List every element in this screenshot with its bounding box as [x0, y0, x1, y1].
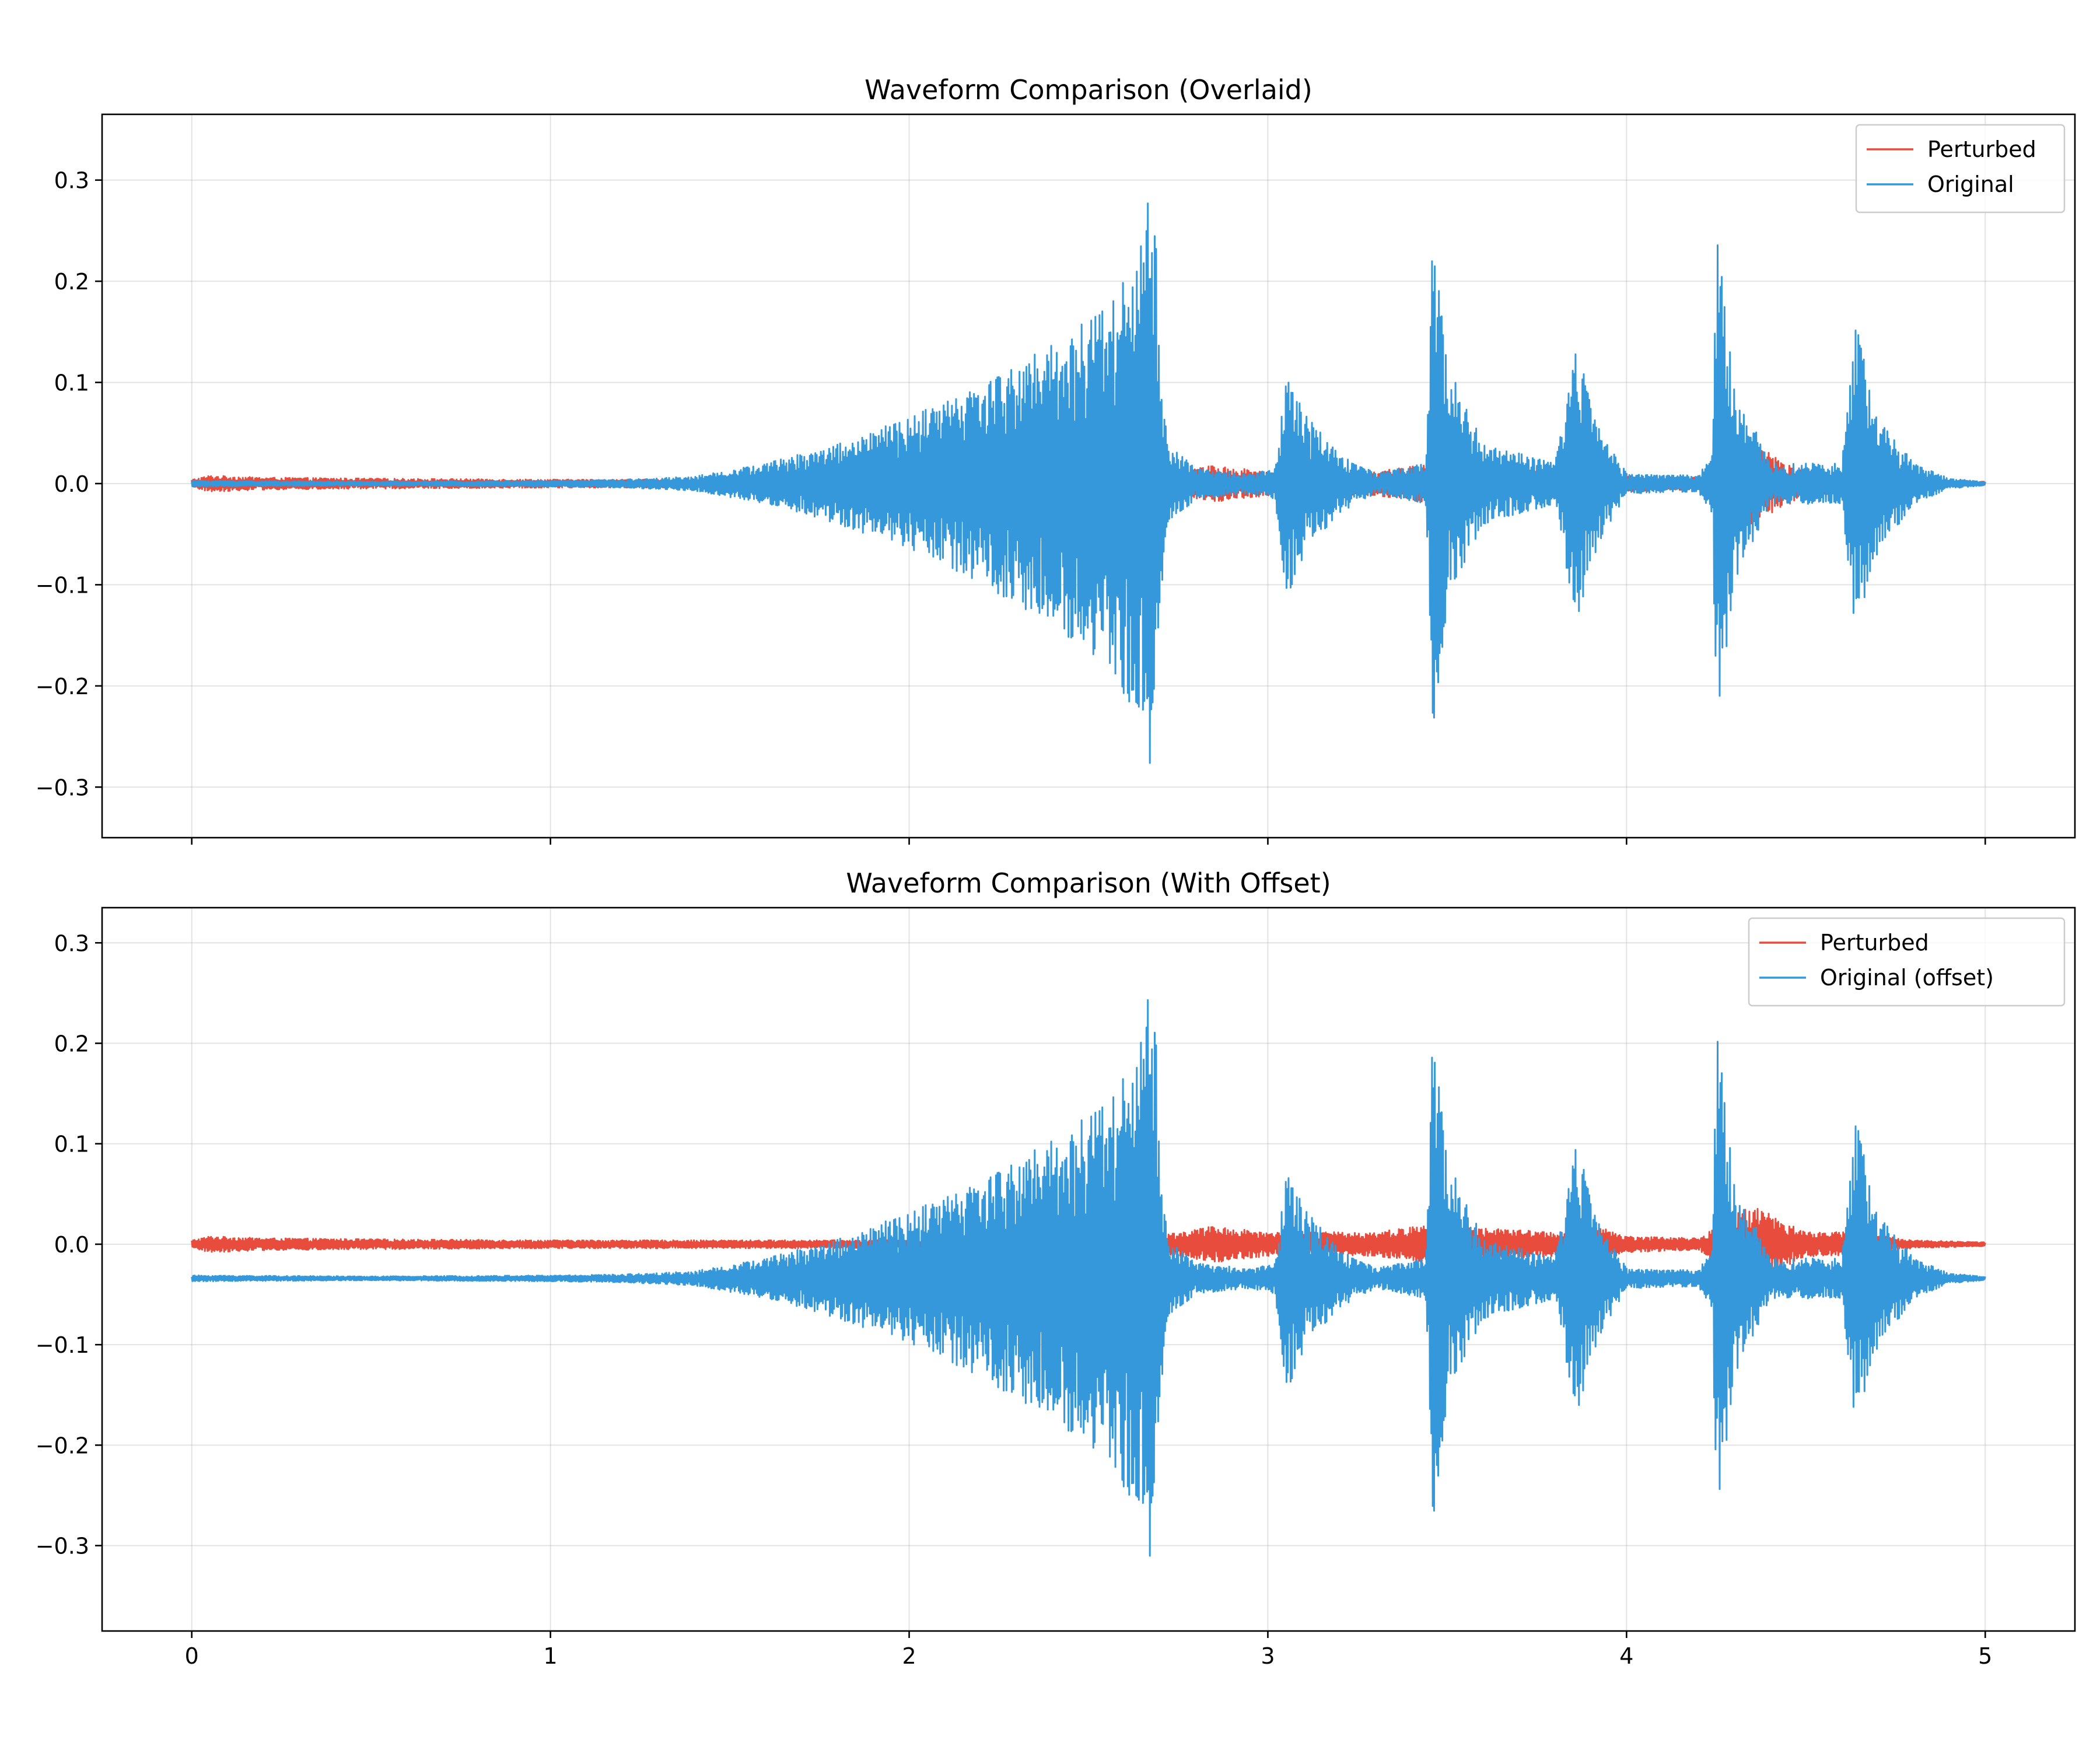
y-tick-label: −0.1	[36, 572, 89, 598]
axes-frame	[101, 113, 2076, 839]
legend-box	[1855, 124, 2066, 214]
legend-label: Original	[1927, 172, 2014, 197]
y-tick-label: −0.3	[36, 775, 89, 800]
y-tick-label: 0.1	[54, 370, 89, 396]
y-tick-label: 0.2	[54, 269, 89, 295]
y-tick-label: 0.2	[54, 1031, 89, 1057]
x-tick-label: 2	[902, 1643, 916, 1669]
x-tick-label: 4	[1619, 1643, 1633, 1669]
x-tick-label: 1	[544, 1643, 558, 1669]
x-tick-label: 3	[1261, 1643, 1275, 1669]
legend: Perturbed Original (offset)	[1748, 917, 2066, 1007]
chart-title: Waveform Comparison (With Offset)	[846, 867, 1331, 899]
series-line-2	[191, 202, 1986, 764]
y-tick-label: 0.0	[54, 471, 89, 497]
legend: Perturbed Original	[1855, 124, 2066, 214]
series-group	[191, 202, 1986, 764]
y-tick-label: 0.3	[54, 168, 89, 194]
y-tick-label: 0.1	[54, 1132, 89, 1157]
x-tick-label: 5	[1978, 1643, 1992, 1669]
legend-label: Original (offset)	[1820, 965, 1994, 991]
chart-title: Waveform Comparison (Overlaid)	[864, 74, 1312, 106]
subplot-2: 0 1 2 3 4 5 −0.3 −0.2 −0.1 0.0 0.1 0.2 0.3 Waveform C…	[36, 867, 2076, 1669]
series-line-2	[191, 999, 1986, 1557]
subplot-1: −0.3 −0.2 −0.1 0.0 0.1 0.2 0.3 Waveform Compari…	[36, 74, 2076, 845]
series-group	[191, 999, 1986, 1557]
y-tick-label: −0.1	[36, 1332, 89, 1358]
y-tick-label: 0.0	[54, 1232, 89, 1258]
axes-frame	[101, 907, 2076, 1632]
y-tick-label: −0.2	[36, 1433, 89, 1458]
y-tick-label: −0.3	[36, 1534, 89, 1559]
y-tick-label: 0.3	[54, 930, 89, 956]
legend-box	[1748, 917, 2066, 1007]
y-tick-label: −0.2	[36, 674, 89, 699]
x-tick-label: 0	[185, 1643, 199, 1669]
legend-label: Perturbed	[1820, 930, 1929, 956]
legend-label: Perturbed	[1927, 136, 2036, 162]
